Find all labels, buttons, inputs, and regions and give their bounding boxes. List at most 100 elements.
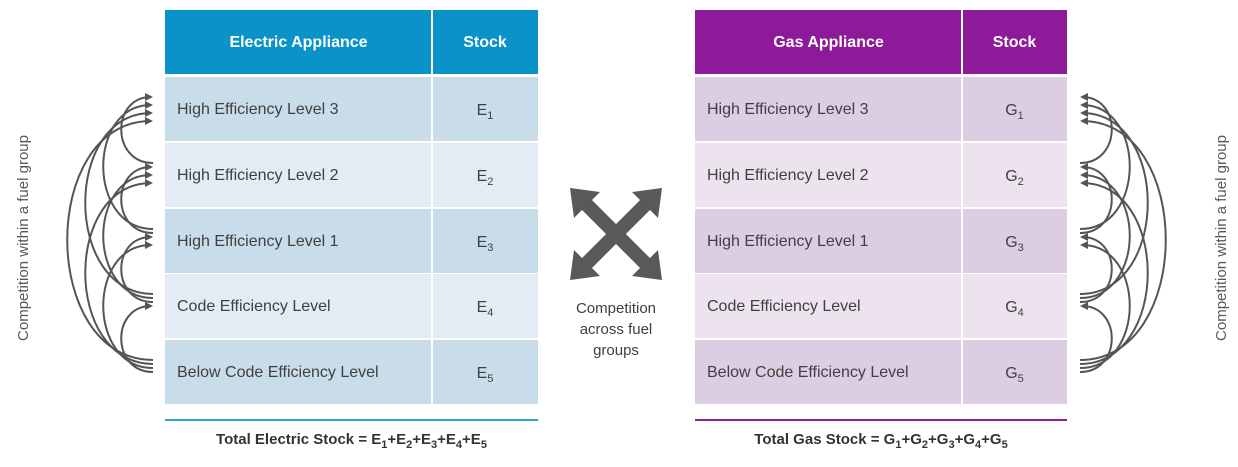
center-label: across fuel xyxy=(580,321,653,338)
text-part: +E xyxy=(437,431,456,448)
row-cell xyxy=(433,274,538,338)
competition-arc xyxy=(1079,109,1149,295)
subscript: 3 xyxy=(431,439,437,451)
header-cell xyxy=(433,10,538,74)
text-part: G xyxy=(1005,365,1017,382)
row-cell xyxy=(695,274,961,338)
row-cell xyxy=(963,143,1067,207)
competition-arc xyxy=(1079,163,1113,234)
competition-arc xyxy=(1079,302,1113,373)
subscript: 4 xyxy=(456,439,463,451)
side-label-right: Competition within a fuel group xyxy=(1213,135,1230,341)
subscript: 2 xyxy=(1018,176,1024,188)
subscript: 5 xyxy=(487,373,493,385)
header-label: Electric Appliance xyxy=(229,34,367,51)
level-label: High Efficiency Level 3 xyxy=(177,101,339,118)
row-cell xyxy=(433,209,538,273)
stock-label: G3 xyxy=(1005,234,1024,254)
row-cell xyxy=(695,340,961,404)
stock-label: G1 xyxy=(1005,102,1024,122)
header-label: Gas Appliance xyxy=(773,34,884,51)
stock-label: E4 xyxy=(477,299,494,319)
competition-arc xyxy=(1079,233,1113,303)
header-label: Stock xyxy=(463,34,507,51)
stock-label: G5 xyxy=(1005,365,1024,385)
text-part: G xyxy=(1005,234,1017,251)
subscript: 1 xyxy=(1018,110,1024,122)
text-part: +E xyxy=(387,431,406,448)
competition-arc xyxy=(1079,179,1149,365)
level-label: High Efficiency Level 3 xyxy=(707,101,869,118)
text-part: +G xyxy=(928,431,948,448)
text-part: E xyxy=(477,365,488,382)
cross-arrows xyxy=(570,188,662,280)
row-cell xyxy=(963,209,1067,273)
stock-label: E3 xyxy=(477,234,494,254)
subscript: 2 xyxy=(406,439,412,451)
level-label: High Efficiency Level 1 xyxy=(177,233,339,250)
center-label: Competition xyxy=(576,300,656,317)
subscript: 2 xyxy=(922,439,928,451)
level-label: Code Efficiency Level xyxy=(707,298,861,315)
text-part: +G xyxy=(901,431,921,448)
subscript: 1 xyxy=(487,110,493,122)
subscript: 1 xyxy=(381,439,387,451)
subscript: 3 xyxy=(487,242,493,254)
level-label: Below Code Efficiency Level xyxy=(707,364,909,381)
stock-label: G4 xyxy=(1005,299,1024,319)
competition-arc xyxy=(84,179,154,365)
level-label: High Efficiency Level 2 xyxy=(707,167,869,184)
competition-arc xyxy=(120,93,154,164)
level-label: Below Code Efficiency Level xyxy=(177,364,379,381)
text-part: +E xyxy=(412,431,431,448)
level-label: High Efficiency Level 2 xyxy=(177,167,339,184)
total-label: Total Electric Stock = E1+E2+E3+E4+E5 xyxy=(216,431,487,451)
level-label: High Efficiency Level 1 xyxy=(707,233,869,250)
row-cell xyxy=(695,143,961,207)
subscript: 4 xyxy=(1018,307,1024,319)
competition-arc xyxy=(84,109,154,295)
subscript: 5 xyxy=(1002,439,1008,451)
competition-arc xyxy=(66,117,154,361)
row-cell xyxy=(695,77,961,141)
text-part: Total Electric Stock = E xyxy=(216,431,381,448)
subscript: 4 xyxy=(487,307,493,319)
subscript: 1 xyxy=(895,439,901,451)
competition-arc xyxy=(1079,117,1167,361)
subscript: 3 xyxy=(948,439,954,451)
row-cell xyxy=(963,274,1067,338)
row-cell xyxy=(165,340,431,404)
text-part: +G xyxy=(955,431,975,448)
level-label: Code Efficiency Level xyxy=(177,298,331,315)
row-cell xyxy=(963,77,1067,141)
row-cell xyxy=(165,143,431,207)
header-label: Stock xyxy=(993,34,1037,51)
text-part: G xyxy=(1005,102,1017,119)
subscript: 3 xyxy=(1018,242,1024,254)
stock-label: E1 xyxy=(477,102,494,122)
stock-label: E2 xyxy=(477,168,494,188)
text-part: E xyxy=(477,299,488,316)
competition-arc xyxy=(120,233,154,303)
subscript: 5 xyxy=(481,439,487,451)
row-cell xyxy=(433,340,538,404)
subscript: 4 xyxy=(975,439,982,451)
text-part: +E xyxy=(462,431,481,448)
competition-arc xyxy=(1079,93,1113,164)
stock-label: G2 xyxy=(1005,168,1024,188)
subscript: 2 xyxy=(487,176,493,188)
row-cell xyxy=(165,274,431,338)
center-label: groups xyxy=(593,342,639,359)
text-part: G xyxy=(1005,168,1017,185)
text-part: G xyxy=(1005,299,1017,316)
text-part: E xyxy=(477,168,488,185)
row-cell xyxy=(165,209,431,273)
row-cell xyxy=(963,340,1067,404)
stock-label: E5 xyxy=(477,365,494,385)
text-part: E xyxy=(477,234,488,251)
header-cell xyxy=(695,10,961,74)
competition-arc xyxy=(120,163,154,234)
text-part: Total Gas Stock = G xyxy=(754,431,895,448)
row-cell xyxy=(433,143,538,207)
